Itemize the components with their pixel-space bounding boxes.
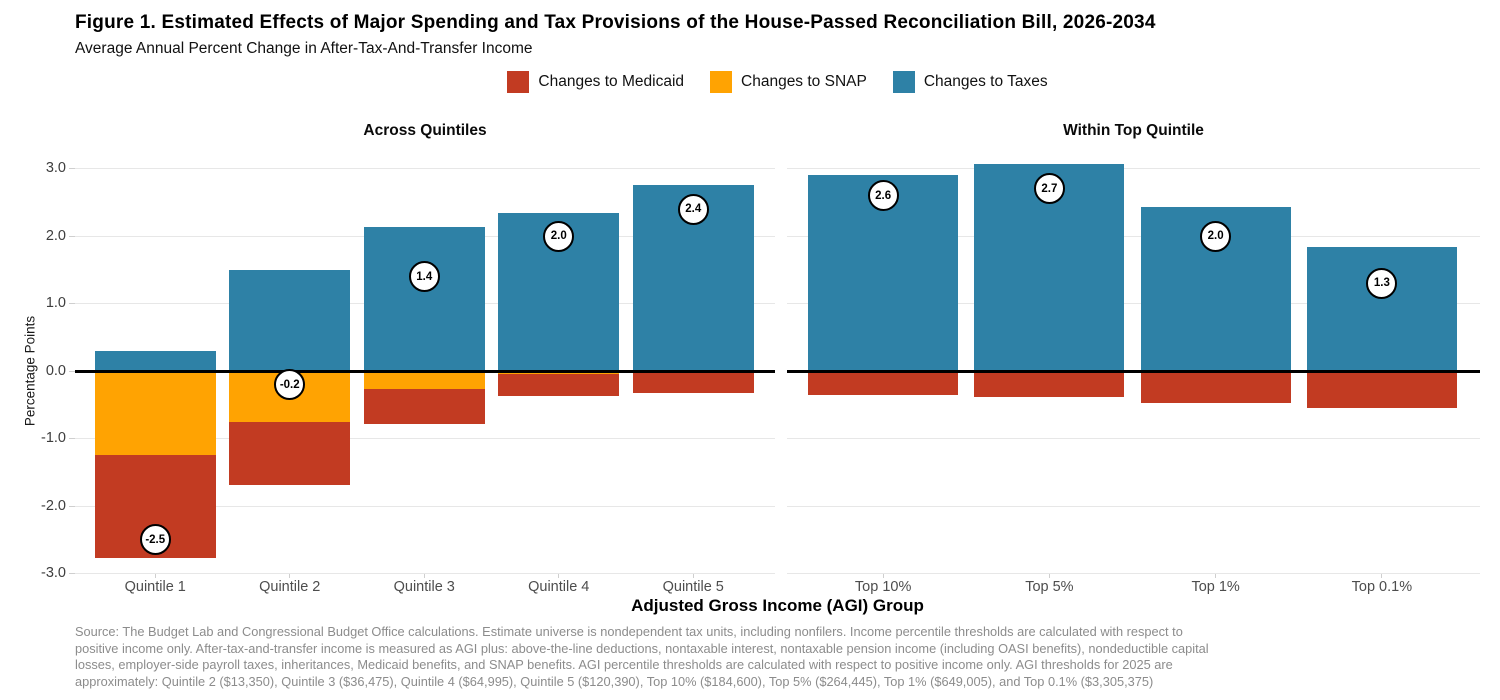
legend-label: Changes to Medicaid bbox=[538, 73, 685, 90]
x-tick-icon bbox=[423, 574, 425, 578]
legend-swatch-icon bbox=[892, 71, 915, 93]
x-tick-label: Quintile 4 bbox=[528, 579, 590, 595]
legend-label: Changes to SNAP bbox=[741, 73, 867, 90]
source-note-line: Source: The Budget Lab and Congressional… bbox=[75, 624, 1183, 639]
bar-total-label: 2.0 bbox=[1200, 220, 1232, 252]
gridline bbox=[787, 505, 1480, 507]
bar-segment-snap bbox=[94, 371, 216, 455]
x-tick-icon bbox=[1215, 574, 1217, 578]
gridline bbox=[75, 168, 775, 169]
y-tick-label: 1.0 bbox=[45, 295, 66, 311]
bar-total-label: 2.7 bbox=[1033, 173, 1065, 205]
x-tick-label: Top 10% bbox=[854, 579, 912, 595]
panel-title-within-top-quintile: Within Top Quintile bbox=[1063, 122, 1204, 139]
x-tick-icon bbox=[154, 574, 156, 578]
y-tick-label: 3.0 bbox=[45, 160, 66, 176]
legend-swatch-icon bbox=[507, 71, 530, 93]
x-tick-icon bbox=[558, 574, 560, 578]
y-tick-label: 0.0 bbox=[45, 362, 66, 379]
y-axis-label: Percentage Points bbox=[22, 315, 38, 427]
bar-total-label: 1.3 bbox=[1366, 267, 1398, 299]
source-note-line: positive income only. After-tax-and-tran… bbox=[75, 640, 1209, 656]
zero-baseline bbox=[75, 369, 775, 373]
x-tick-icon bbox=[882, 574, 884, 578]
figure-subtitle: Average Annual Percent Change in After-T… bbox=[75, 40, 533, 57]
bar-total-label: 2.6 bbox=[867, 180, 899, 211]
bar-segment-snap bbox=[363, 371, 485, 389]
bar-total-label: -2.5 bbox=[139, 524, 171, 556]
x-tick-label: Quintile 5 bbox=[662, 579, 724, 595]
source-note-line: losses, employer-side payroll taxes, inh… bbox=[75, 657, 1173, 672]
bar-total-label: 2.0 bbox=[543, 220, 575, 252]
bar-total-label: -0.2 bbox=[274, 369, 306, 400]
bar-total-label: 1.4 bbox=[408, 261, 440, 292]
x-tick-label: Top 1% bbox=[1191, 579, 1240, 595]
gridline bbox=[75, 505, 775, 507]
y-tick-icon bbox=[69, 438, 75, 439]
x-tick-label: Quintile 3 bbox=[393, 579, 455, 595]
gridline bbox=[75, 573, 775, 574]
legend-item: Changes to Medicaid bbox=[507, 71, 684, 93]
bar-segment-taxes bbox=[229, 269, 351, 371]
bar-segment-taxes bbox=[1306, 247, 1457, 371]
gridline bbox=[75, 438, 775, 439]
bar-segment-medicaid bbox=[229, 422, 351, 486]
x-tick-label: Quintile 1 bbox=[124, 579, 186, 595]
y-tick-label: 2.0 bbox=[45, 227, 66, 244]
gridline bbox=[787, 303, 1480, 304]
bar-segment-medicaid bbox=[808, 371, 959, 396]
bar-segment-medicaid bbox=[498, 373, 620, 396]
legend-item: Changes to SNAP bbox=[710, 71, 867, 93]
gridline bbox=[787, 438, 1480, 439]
bar-segment-medicaid bbox=[632, 371, 754, 393]
legend-label: Changes to Taxes bbox=[923, 73, 1048, 90]
zero-baseline bbox=[787, 369, 1480, 373]
y-tick-icon bbox=[69, 505, 75, 507]
gridline bbox=[787, 168, 1480, 169]
x-tick-label: Top 5% bbox=[1025, 579, 1074, 595]
source-note-line: approximately: Quintile 2 ($13,350), Qui… bbox=[75, 673, 1154, 689]
bar-segment-taxes bbox=[94, 351, 216, 371]
y-tick-icon bbox=[69, 573, 75, 574]
y-tick-label: -2.0 bbox=[41, 497, 66, 514]
y-tick-icon bbox=[69, 168, 75, 169]
y-tick-icon bbox=[69, 303, 75, 304]
y-tick-label: -1.0 bbox=[41, 430, 66, 446]
x-tick-icon bbox=[1048, 574, 1050, 578]
x-tick-icon bbox=[692, 574, 694, 578]
legend-item: Changes to Taxes bbox=[892, 71, 1048, 93]
legend: Changes to Medicaid Changes to SNAP Change… bbox=[75, 71, 1480, 93]
x-tick-icon bbox=[289, 574, 291, 578]
bar-segment-medicaid bbox=[363, 388, 485, 424]
y-tick-label: -3.0 bbox=[41, 565, 66, 581]
bar-segment-medicaid bbox=[1140, 371, 1291, 404]
y-tick-icon bbox=[69, 235, 75, 237]
x-tick-label: Top 0.1% bbox=[1351, 579, 1413, 595]
legend-swatch-icon bbox=[710, 71, 733, 93]
figure-title: Figure 1. Estimated Effects of Major Spe… bbox=[75, 12, 1156, 33]
x-tick-icon bbox=[1381, 574, 1383, 578]
gridline bbox=[787, 235, 1480, 237]
bar-segment-medicaid bbox=[1306, 371, 1457, 409]
bar-total-label: 2.4 bbox=[677, 193, 709, 225]
bar-segment-taxes bbox=[363, 227, 485, 371]
x-axis-title: Adjusted Gross Income (AGI) Group bbox=[631, 596, 924, 615]
gridline bbox=[787, 573, 1480, 574]
bar-segment-medicaid bbox=[974, 371, 1125, 398]
source-note: Source: The Budget Lab and Congressional… bbox=[75, 624, 1435, 690]
y-tick-icon bbox=[69, 370, 75, 372]
x-tick-label: Quintile 2 bbox=[259, 579, 321, 595]
panel-title-across-quintiles: Across Quintiles bbox=[363, 122, 487, 139]
